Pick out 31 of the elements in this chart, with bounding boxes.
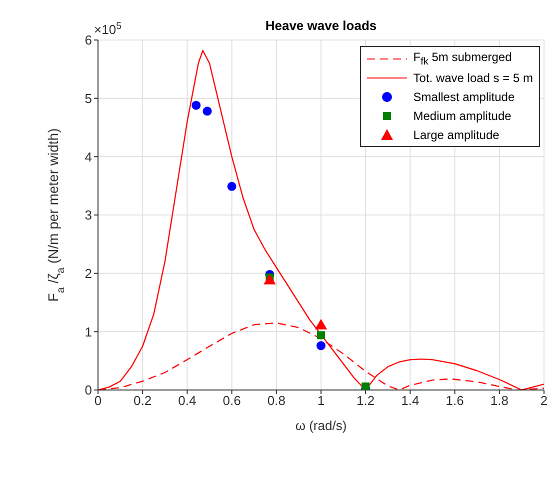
x-tick-label: 1.4 (401, 393, 420, 408)
x-tick-label: 0.6 (222, 393, 241, 408)
x-tick-label: 0 (94, 393, 102, 408)
x-tick-label: 1.8 (490, 393, 508, 408)
legend-label: F$_{fk}$ 5m submerged (413, 50, 512, 68)
x-axis-title: ω (rad/s) (295, 418, 347, 433)
x-tick-label: 2 (540, 393, 548, 408)
y-tick-label: 3 (84, 208, 92, 223)
y-tick-label: 0 (84, 382, 92, 398)
x-tick-label: 0.2 (134, 393, 152, 408)
legend-label: Medium amplitude (413, 108, 512, 122)
point (202, 106, 212, 116)
x-tick-label: 0.4 (178, 393, 196, 408)
text: ×10$^{5}$ (94, 20, 122, 37)
y-tick-label: 1 (84, 324, 92, 340)
y-tick-label: 2 (84, 266, 92, 281)
y-tick-label: 4 (84, 149, 92, 164)
point (317, 331, 325, 340)
legend-label: Tot. wave load s = 5 m (413, 70, 533, 84)
legend-label: Large amplitude (413, 128, 500, 142)
x-tick-label: 0.8 (267, 393, 286, 408)
point (192, 100, 201, 110)
x-tick-label: 1 (317, 393, 325, 408)
x-tick-label: 1.2 (356, 393, 375, 408)
y-tick-label: 5 (84, 90, 92, 106)
chart-title: Heave wave loads (265, 18, 377, 33)
x-tick-label: 1.6 (446, 393, 464, 408)
legend-label: Smallest amplitude (413, 90, 515, 104)
point (316, 341, 326, 350)
y-tick-label: 6 (84, 32, 92, 48)
point (227, 182, 236, 191)
